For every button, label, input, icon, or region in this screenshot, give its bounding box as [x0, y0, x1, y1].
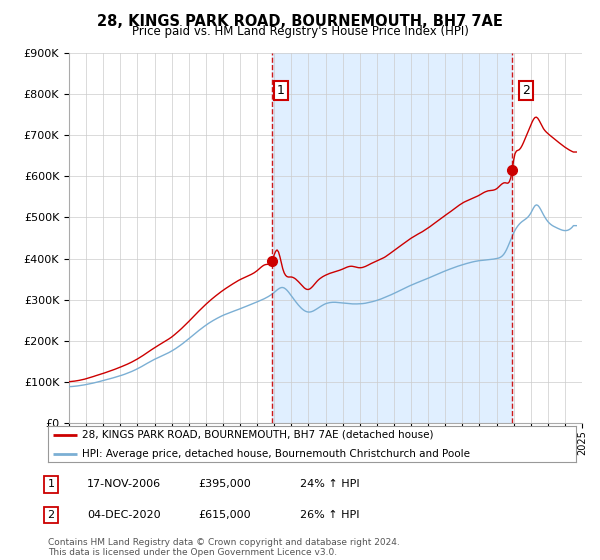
Text: 26% ↑ HPI: 26% ↑ HPI: [300, 510, 359, 520]
Text: 2: 2: [47, 510, 55, 520]
Text: 28, KINGS PARK ROAD, BOURNEMOUTH, BH7 7AE (detached house): 28, KINGS PARK ROAD, BOURNEMOUTH, BH7 7A…: [82, 430, 434, 440]
Text: 28, KINGS PARK ROAD, BOURNEMOUTH, BH7 7AE: 28, KINGS PARK ROAD, BOURNEMOUTH, BH7 7A…: [97, 14, 503, 29]
Bar: [272, 53, 512, 423]
Text: Contains HM Land Registry data © Crown copyright and database right 2024.
This d: Contains HM Land Registry data © Crown c…: [48, 538, 400, 557]
Text: £615,000: £615,000: [198, 510, 251, 520]
Text: 1: 1: [277, 83, 284, 97]
Text: 1: 1: [47, 479, 55, 489]
Text: 2: 2: [522, 83, 530, 97]
Text: 24% ↑ HPI: 24% ↑ HPI: [300, 479, 359, 489]
Text: 17-NOV-2006: 17-NOV-2006: [87, 479, 161, 489]
Text: £395,000: £395,000: [198, 479, 251, 489]
Text: Price paid vs. HM Land Registry's House Price Index (HPI): Price paid vs. HM Land Registry's House …: [131, 25, 469, 38]
Text: HPI: Average price, detached house, Bournemouth Christchurch and Poole: HPI: Average price, detached house, Bour…: [82, 449, 470, 459]
Text: 04-DEC-2020: 04-DEC-2020: [87, 510, 161, 520]
